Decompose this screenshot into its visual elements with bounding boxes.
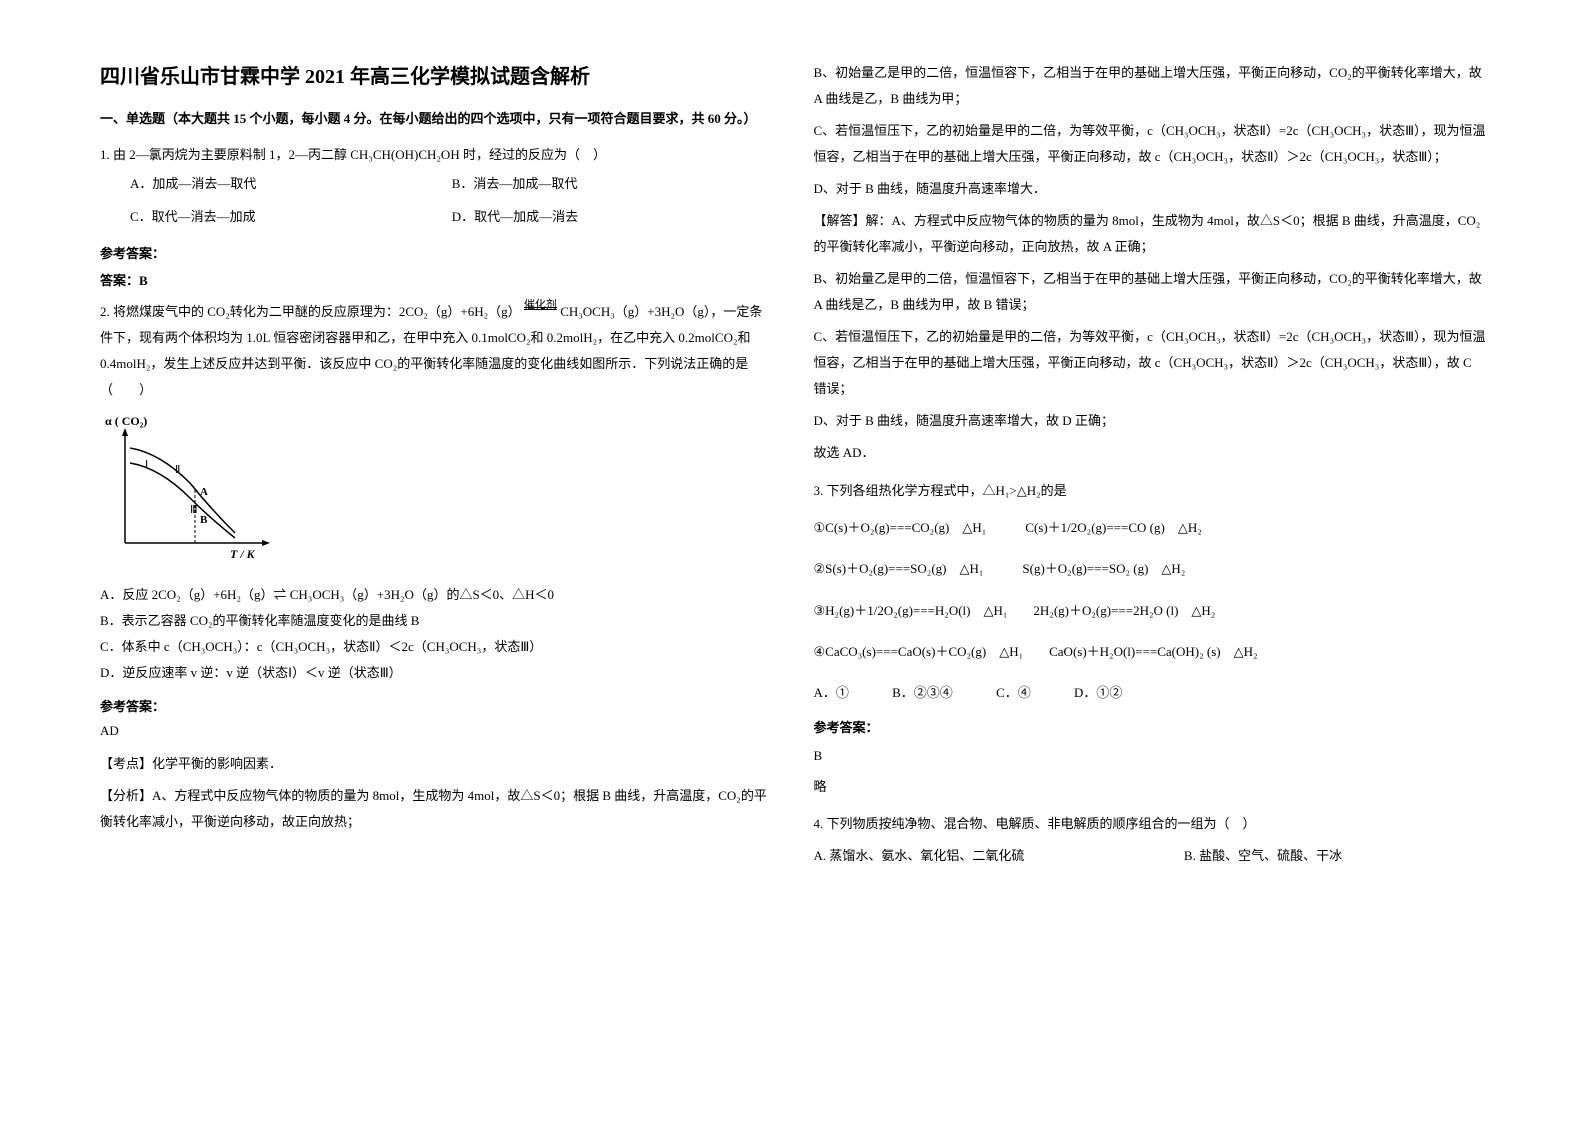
q2-optD: D．逆反应速率 v 逆：v 逆（状态Ⅰ）＜v 逆（状态Ⅲ） <box>100 660 774 686</box>
q3-optB: B．②③④ <box>892 685 953 700</box>
q2-optA: A．反应 2CO₂（g）+6H₂（g）⇌ CH₃OCH₃（g）+3H₂O（g）的… <box>100 582 774 608</box>
point-A: A <box>200 486 208 498</box>
q2-optB: B．表示乙容器 CO₂的平衡转化率随温度变化的是曲线 B <box>100 608 774 634</box>
question-4: 4. 下列物质按纯净物、混合物、电解质、非电解质的顺序组合的一组为（ ） A. … <box>814 811 1488 869</box>
q1-optC: C．取代—消去—加成 <box>130 201 452 234</box>
curve2-label: Ⅱ <box>175 464 180 476</box>
col2-line7: 故选 AD． <box>814 440 1488 466</box>
q2-text-part1: 2. 将燃煤废气中的 CO₂转化为二甲醚的反应原理为：2CO₂（g）+6H₂（g… <box>100 304 521 319</box>
q1-options: A．加成—消去—取代 B．消去—加成—取代 C．取代—消去—加成 D．取代—加成… <box>130 168 774 233</box>
section-header: 一、单选题（本大题共 15 个小题，每小题 4 分。在每小题给出的四个选项中，只… <box>100 107 774 130</box>
graph-ylabel: α ( CO₂) <box>105 414 147 428</box>
graph-container: α ( CO₂) Ⅰ Ⅱ A Ⅲ B T / K <box>100 413 774 572</box>
col2-line5: C、若恒温恒压下，乙的初始量是甲的二倍，为等效平衡，c（CH₃OCH₃，状态Ⅱ）… <box>814 324 1488 402</box>
exam-title: 四川省乐山市甘霖中学 2021 年高三化学模拟试题含解析 <box>100 60 774 89</box>
q2-answer-label: 参考答案： <box>100 696 774 715</box>
q2-kaodian: 【考点】化学平衡的影响因素． <box>100 751 774 777</box>
right-column: B、初始量乙是甲的二倍，恒温恒容下，乙相当于在甲的基础上增大压强，平衡正向移动，… <box>794 60 1508 1062</box>
q4-optB: B. 盐酸、空气、硫酸、干冰 <box>1184 843 1342 869</box>
col2-line2: C、若恒温恒压下，乙的初始量是甲的二倍，为等效平衡，c（CH₃OCH₃，状态Ⅱ）… <box>814 118 1488 170</box>
q2-text: 2. 将燃煤废气中的 CO₂转化为二甲醚的反应原理为：2CO₂（g）+6H₂（g… <box>100 299 774 403</box>
q3-eq1: ①C(s)＋O₂(g)===CO₂(g) △H₁ C(s)＋1/2O₂(g)==… <box>814 516 1488 539</box>
question-2: 2. 将燃煤废气中的 CO₂转化为二甲醚的反应原理为：2CO₂（g）+6H₂（g… <box>100 299 774 686</box>
catalyst-label: 催化剂 <box>524 294 557 316</box>
q3-optC: C．④ <box>996 685 1031 700</box>
q1-optD: D．取代—加成—消去 <box>452 201 774 234</box>
q3-optD: D．①② <box>1074 685 1122 700</box>
q3-answer: B <box>814 748 1488 764</box>
point-III: Ⅲ <box>190 504 198 516</box>
q3-optA: A．① <box>814 685 849 700</box>
conversion-graph: α ( CO₂) Ⅰ Ⅱ A Ⅲ B T / K <box>100 413 280 563</box>
q3-eq3: ③H₂(g)＋1/2O₂(g)===H₂O(l) △H₁ 2H₂(g)＋O₂(g… <box>814 599 1488 622</box>
q3-answer-label: 参考答案： <box>814 717 1488 736</box>
col2-line1: B、初始量乙是甲的二倍，恒温恒容下，乙相当于在甲的基础上增大压强，平衡正向移动，… <box>814 60 1488 112</box>
q1-optB: B．消去—加成—取代 <box>452 168 774 201</box>
curve1-label: Ⅰ <box>145 459 148 471</box>
question-3: 3. 下列各组热化学方程式中，△H₁>△H₂的是 <box>814 478 1488 504</box>
q2-optC: C．体系中 c（CH₃OCH₃）：c（CH₃OCH₃，状态Ⅱ）＜2c（CH₃OC… <box>100 634 774 660</box>
q2-fenxi: 【分析】A、方程式中反应物气体的物质的量为 8mol，生成物为 4mol，故△S… <box>100 783 774 835</box>
col2-jieda: 【解答】解：A、方程式中反应物气体的物质的量为 8mol，生成物为 4mol，故… <box>814 208 1488 260</box>
q1-text: 1. 由 2—氯丙烷为主要原料制 1，2—丙二醇 CH₃CH(OH)CH₂OH … <box>100 142 774 168</box>
q1-optA: A．加成—消去—取代 <box>130 168 452 201</box>
q3-text: 3. 下列各组热化学方程式中，△H₁>△H₂的是 <box>814 478 1488 504</box>
col2-line3: D、对于 B 曲线，随温度升高速率增大． <box>814 176 1488 202</box>
col2-line6: D、对于 B 曲线，随温度升高速率增大，故 D 正确； <box>814 408 1488 434</box>
q1-answer-label: 参考答案： <box>100 243 774 262</box>
col2-line4: B、初始量乙是甲的二倍，恒温恒容下，乙相当于在甲的基础上增大压强，平衡正向移动，… <box>814 266 1488 318</box>
q3-eq4: ④CaCO₃(s)===CaO(s)＋CO₂(g) △H₁ CaO(s)＋H₂O… <box>814 640 1488 663</box>
q3-lue: 略 <box>814 776 1488 795</box>
left-column: 四川省乐山市甘霖中学 2021 年高三化学模拟试题含解析 一、单选题（本大题共 … <box>80 60 794 1062</box>
question-1: 1. 由 2—氯丙烷为主要原料制 1，2—丙二醇 CH₃CH(OH)CH₂OH … <box>100 142 774 233</box>
q3-eq2: ②S(s)＋O₂(g)===SO₂(g) △H₁ S(g)＋O₂(g)===SO… <box>814 557 1488 580</box>
q1-answer: 答案：B <box>100 270 774 289</box>
q4-optA: A. 蒸馏水、氨水、氧化铝、二氧化硫 <box>814 843 1184 869</box>
q4-text: 4. 下列物质按纯净物、混合物、电解质、非电解质的顺序组合的一组为（ ） <box>814 811 1488 837</box>
graph-xlabel: T / K <box>230 547 256 561</box>
q3-options: A．① B．②③④ C．④ D．①② <box>814 682 1488 701</box>
point-B: B <box>200 514 208 526</box>
q2-answer: AD <box>100 723 774 739</box>
